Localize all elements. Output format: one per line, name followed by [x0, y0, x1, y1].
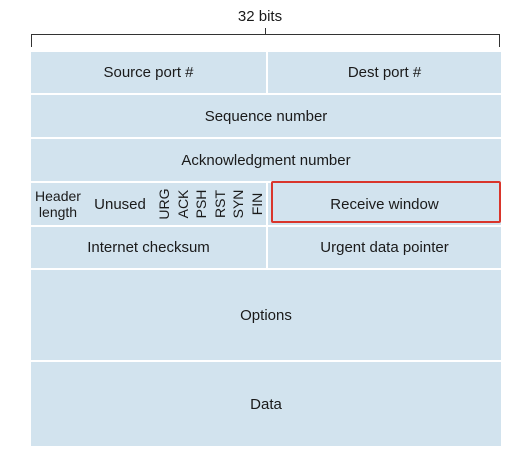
header-length-line1: Header [35, 188, 81, 204]
row-ack: Acknowledgment number [31, 139, 501, 183]
flag-syn: SYN [229, 183, 248, 225]
urgent-pointer-field: Urgent data pointer [266, 227, 501, 268]
options-field: Options [240, 306, 292, 324]
flag-fin: FIN [248, 183, 267, 225]
dest-port-field: Dest port # [266, 52, 501, 93]
flag-fin-label: FIN [248, 192, 265, 216]
flag-rst: RST [211, 183, 230, 225]
ack-number-field: Acknowledgment number [181, 151, 351, 169]
data-field: Data [250, 395, 282, 413]
internet-checksum-field: Internet checksum [87, 239, 210, 256]
flag-urg-label: URG [156, 188, 173, 220]
header-length-field: Header length [31, 183, 85, 225]
row-checksum: Internet checksum Urgent data pointer [31, 227, 501, 270]
row-sequence: Sequence number [31, 95, 501, 139]
width-label: 32 bits [237, 8, 283, 25]
header-length-line2: length [38, 204, 78, 220]
row-data: Data [31, 362, 501, 446]
row-flags: Header length Unused URG ACK PSH RST SYN… [31, 183, 501, 227]
receive-window-highlight [271, 181, 501, 223]
receive-window-field: Receive window [266, 183, 501, 225]
flag-ack-label: ACK [174, 189, 191, 219]
flag-urg: URG [155, 183, 174, 225]
row-ports: Source port # Dest port # [31, 52, 501, 95]
width-bracket [31, 34, 500, 47]
unused-field: Unused [94, 195, 146, 213]
tcp-segment-diagram: Source port # Dest port # Sequence numbe… [31, 52, 501, 446]
row-options: Options [31, 270, 501, 362]
flag-ack: ACK [174, 183, 193, 225]
flag-psh: PSH [192, 183, 211, 225]
flag-psh-label: PSH [193, 189, 210, 219]
sequence-number-field: Sequence number [204, 107, 328, 125]
bracket-center-tick [265, 28, 266, 35]
flag-rst-label: RST [211, 190, 228, 218]
source-port-field: Source port # [103, 64, 194, 81]
flag-syn-label: SYN [230, 189, 247, 219]
